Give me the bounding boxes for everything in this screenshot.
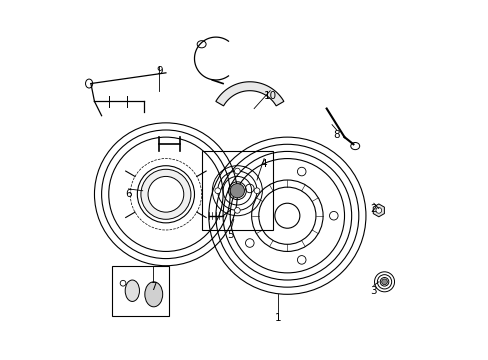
Text: 8: 8	[333, 130, 339, 140]
Circle shape	[230, 184, 244, 198]
Bar	[112, 266, 169, 316]
Circle shape	[245, 239, 254, 247]
Circle shape	[120, 280, 125, 286]
Text: 4: 4	[260, 159, 267, 169]
Text: 5: 5	[227, 230, 234, 240]
Ellipse shape	[85, 79, 93, 88]
Circle shape	[381, 279, 386, 285]
Ellipse shape	[144, 282, 163, 307]
Circle shape	[155, 184, 176, 205]
Ellipse shape	[197, 41, 205, 48]
Text: 9: 9	[156, 66, 163, 76]
Circle shape	[297, 167, 305, 176]
Circle shape	[297, 256, 305, 264]
Text: 7: 7	[150, 282, 156, 292]
Text: 1: 1	[275, 312, 281, 323]
Circle shape	[234, 168, 240, 174]
Ellipse shape	[125, 280, 139, 301]
Text: 6: 6	[125, 189, 131, 199]
Circle shape	[245, 184, 254, 193]
Text: 3: 3	[370, 286, 376, 296]
Text: 2: 2	[370, 203, 376, 213]
Circle shape	[375, 207, 381, 213]
Circle shape	[214, 188, 220, 194]
Circle shape	[254, 188, 259, 194]
Circle shape	[329, 211, 337, 220]
Circle shape	[141, 169, 190, 219]
Circle shape	[148, 176, 183, 212]
Ellipse shape	[350, 143, 359, 150]
Text: 10: 10	[263, 91, 276, 101]
Circle shape	[274, 203, 299, 228]
Polygon shape	[215, 82, 284, 106]
Circle shape	[234, 207, 240, 213]
Bar	[201, 152, 272, 230]
